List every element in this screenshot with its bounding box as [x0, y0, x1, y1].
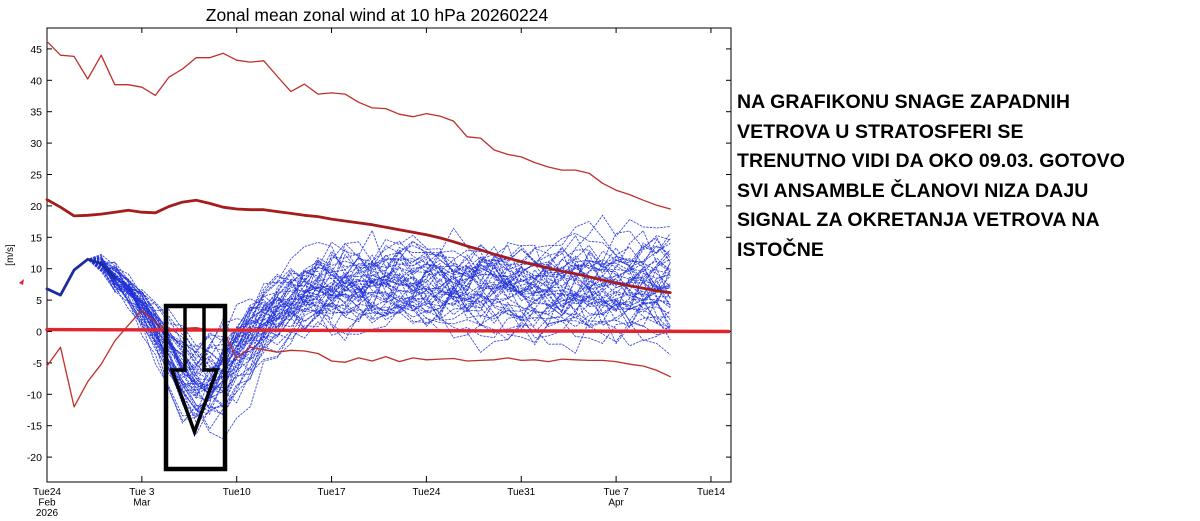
- ensemble-member-line: [46, 256, 671, 418]
- ensemble-member-line: [46, 229, 671, 354]
- x-tick-label: Tue24: [412, 487, 440, 498]
- ensemble-member-line: [46, 258, 671, 394]
- down-arrow-icon: [169, 304, 220, 438]
- x-tick-label: Tue 7: [603, 487, 629, 498]
- x-tick-label: Tue17: [318, 487, 346, 498]
- x-tick-label: 2026: [36, 508, 59, 519]
- y-tick-label: -10: [27, 389, 42, 401]
- ensemble-member-line: [46, 230, 671, 392]
- y-tick-label: 20: [30, 201, 42, 213]
- arrow-box-annotation: [163, 303, 228, 472]
- ensemble-member-line: [46, 258, 671, 391]
- ensemble-member-line: [46, 257, 671, 440]
- y-tick-label: 30: [30, 138, 42, 150]
- y-tick-label: 40: [30, 75, 42, 87]
- series-line: [45, 257, 117, 297]
- y-tick-label: 5: [36, 295, 42, 307]
- x-tick-label: Tue24: [33, 487, 61, 498]
- ensemble-member-line: [46, 253, 671, 415]
- x-tick-label: Tue14: [697, 487, 725, 498]
- ensemble-member-line: [46, 258, 671, 430]
- ensemble-member-line: [46, 229, 671, 372]
- y-tick-label: 0: [36, 327, 42, 339]
- x-tick-label: Mar: [133, 498, 151, 509]
- annotation-line: SVI ANSAMBLE ČLANOVI NIZA DAJU: [737, 179, 1089, 202]
- ensemble-member-line: [46, 236, 671, 380]
- y-tick-label: 25: [30, 170, 42, 182]
- ensemble-members: [46, 214, 671, 440]
- series-line: [45, 327, 731, 334]
- y-axis-label: [m/s]: [5, 244, 16, 266]
- y-label-marker: [19, 279, 24, 285]
- ensemble-member-line: [46, 240, 671, 372]
- y-tick-label: 10: [30, 264, 42, 276]
- annotation-line: ISTOČNE: [737, 238, 825, 261]
- ensemble-member-line: [46, 258, 671, 424]
- annotation-line: TRENUTNO VIDI DA OKO 09.03. GOTOVO: [737, 150, 1126, 172]
- ensemble-member-line: [46, 258, 671, 394]
- ensemble-member-line: [46, 258, 671, 416]
- x-tick-label: Apr: [608, 498, 624, 509]
- ensemble-member-line: [46, 253, 671, 378]
- ensemble-member-line: [46, 258, 671, 422]
- ensemble-member-line: [46, 256, 671, 436]
- ensemble-member-line: [46, 258, 671, 415]
- annotation-line: NA GRAFIKONU SNAGE ZAPADNIH: [737, 91, 1071, 113]
- annotation-text: NA GRAFIKONU SNAGE ZAPADNIH VETROVA U ST…: [737, 88, 1197, 265]
- x-tick-label: Tue10: [223, 487, 251, 498]
- chart-title: Zonal mean zonal wind at 10 hPa 20260224: [206, 5, 549, 25]
- series-line: [46, 309, 671, 408]
- ensemble-member-line: [46, 250, 671, 411]
- x-tick-label: Tue 3: [129, 487, 155, 498]
- ensemble-member-line: [46, 258, 671, 412]
- ensemble-member-line: [46, 214, 671, 366]
- ensemble-member-line: [46, 253, 671, 375]
- annotation-line: SIGNAL ZA OKRETANJA VETROVA NA: [737, 209, 1100, 231]
- y-tick-label: 15: [30, 232, 42, 244]
- annotation-line: VETROVA U STRATOSFERI SE: [737, 120, 1024, 143]
- plot-frame: [46, 27, 732, 483]
- y-tick-label: -20: [27, 452, 42, 464]
- series-line: [46, 40, 671, 210]
- y-tick-label: -15: [27, 421, 42, 433]
- x-tick-label: Tue31: [507, 487, 535, 498]
- ensemble-member-line: [46, 242, 671, 417]
- y-tick-label: -5: [33, 358, 42, 370]
- series-line: [45, 198, 672, 294]
- ensemble-member-line: [46, 227, 671, 412]
- series-lines: [45, 40, 731, 408]
- x-tick-label: Feb: [38, 498, 56, 509]
- y-tick-label: 45: [30, 44, 42, 56]
- y-tick-label: 35: [30, 107, 42, 119]
- ensemble-member-line: [46, 258, 671, 373]
- ensemble-member-line: [46, 249, 671, 374]
- ensemble-member-line: [46, 258, 671, 424]
- ensemble-member-line: [46, 258, 671, 371]
- ensemble-member-line: [46, 258, 671, 409]
- y-axis: 45 40 35 30 25 20 15 10 5 0 -5 -10 -15 -20: [27, 44, 731, 464]
- ensemble-member-line: [46, 258, 671, 382]
